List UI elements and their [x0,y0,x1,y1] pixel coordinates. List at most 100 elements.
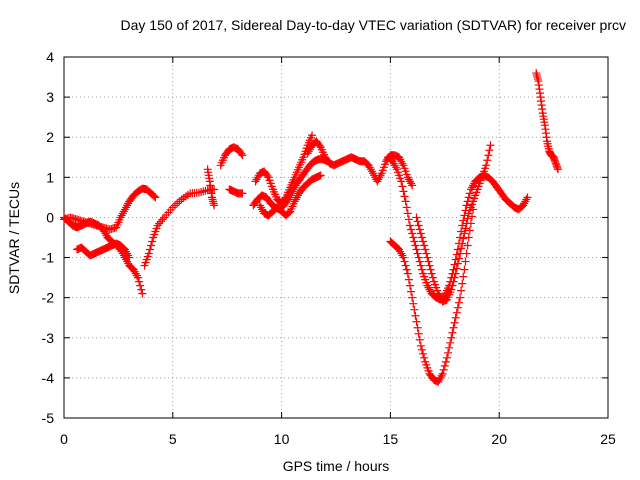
data-point [424,257,433,266]
data-point [305,145,314,154]
data-point [460,265,469,274]
data-point [147,241,156,250]
data-point [464,233,473,242]
data-point [131,269,140,278]
data-point [124,251,133,260]
data-point [290,197,299,206]
data-point [199,187,208,196]
data-point [402,203,411,212]
data-point [170,201,179,210]
data-point [135,277,144,286]
data-point [405,221,414,230]
series-track-2 [60,213,147,298]
data-point [374,175,383,184]
series-track-14 [412,141,495,306]
data-point [435,375,444,384]
series-track-10 [255,171,325,220]
data-point [123,257,132,266]
data-point [412,245,421,254]
data-point [420,353,429,362]
data-point [197,187,206,196]
data-point [368,169,377,178]
data-point [210,201,219,210]
series-track-12 [384,153,532,304]
data-point [451,269,460,278]
data-point [407,287,416,296]
data-point [437,371,446,380]
data-point [440,361,449,370]
data-point [238,189,247,198]
data-point [390,161,399,170]
data-point [308,131,317,140]
data-point [434,377,443,386]
data-point [237,149,246,158]
data-point [407,225,416,234]
data-point [465,226,474,235]
data-point [404,215,413,224]
data-point [452,308,461,317]
data-point [412,213,421,222]
data-point [461,224,470,233]
data-point [364,161,373,170]
data-point [155,219,164,228]
y-tick-label: -5 [42,410,55,426]
data-point [459,234,468,243]
data-point [158,215,167,224]
series-track-13 [386,205,478,386]
series-track-3 [73,239,134,262]
data-point [118,209,127,218]
data-point [427,269,436,278]
data-points [60,69,562,386]
data-point [523,193,532,202]
data-point [413,323,422,332]
data-point [419,237,428,246]
data-point [436,373,445,382]
data-point [292,193,301,202]
y-tick-label: 1 [46,169,54,185]
data-point [398,251,407,260]
data-point [464,193,473,202]
data-point [462,201,471,210]
data-point [100,227,109,236]
data-point [405,281,414,290]
data-point [413,249,422,258]
data-point [446,338,455,347]
data-point [417,265,426,274]
data-point [238,151,247,160]
data-point [520,199,529,208]
data-point [398,182,407,191]
data-point [463,214,472,223]
data-point [413,217,422,226]
data-point [255,201,264,210]
data-point [408,229,417,238]
data-point [388,157,397,166]
data-point [412,317,421,326]
data-point [125,253,134,262]
y-tick-label: -2 [42,290,55,306]
chart-title: Day 150 of 2017, Sidereal Day-to-day VTE… [121,17,627,33]
data-point [428,273,437,282]
series-track-6 [216,143,247,170]
data-point [463,241,472,250]
data-point [421,245,430,254]
data-point [256,203,265,212]
data-point [375,173,384,182]
data-point [401,261,410,270]
data-point [447,285,456,294]
data-point [409,299,418,308]
y-tick-label: -4 [42,370,55,386]
data-point [397,177,406,186]
data-point [417,233,426,242]
data-point [416,261,425,270]
data-point [458,279,467,288]
data-point [376,171,385,180]
x-tick-label: 10 [274,431,290,447]
data-point [408,293,417,302]
data-point [438,369,447,378]
data-point [404,175,413,184]
data-point [410,237,419,246]
data-point [483,156,492,165]
data-point [469,181,478,190]
data-point [395,245,404,254]
